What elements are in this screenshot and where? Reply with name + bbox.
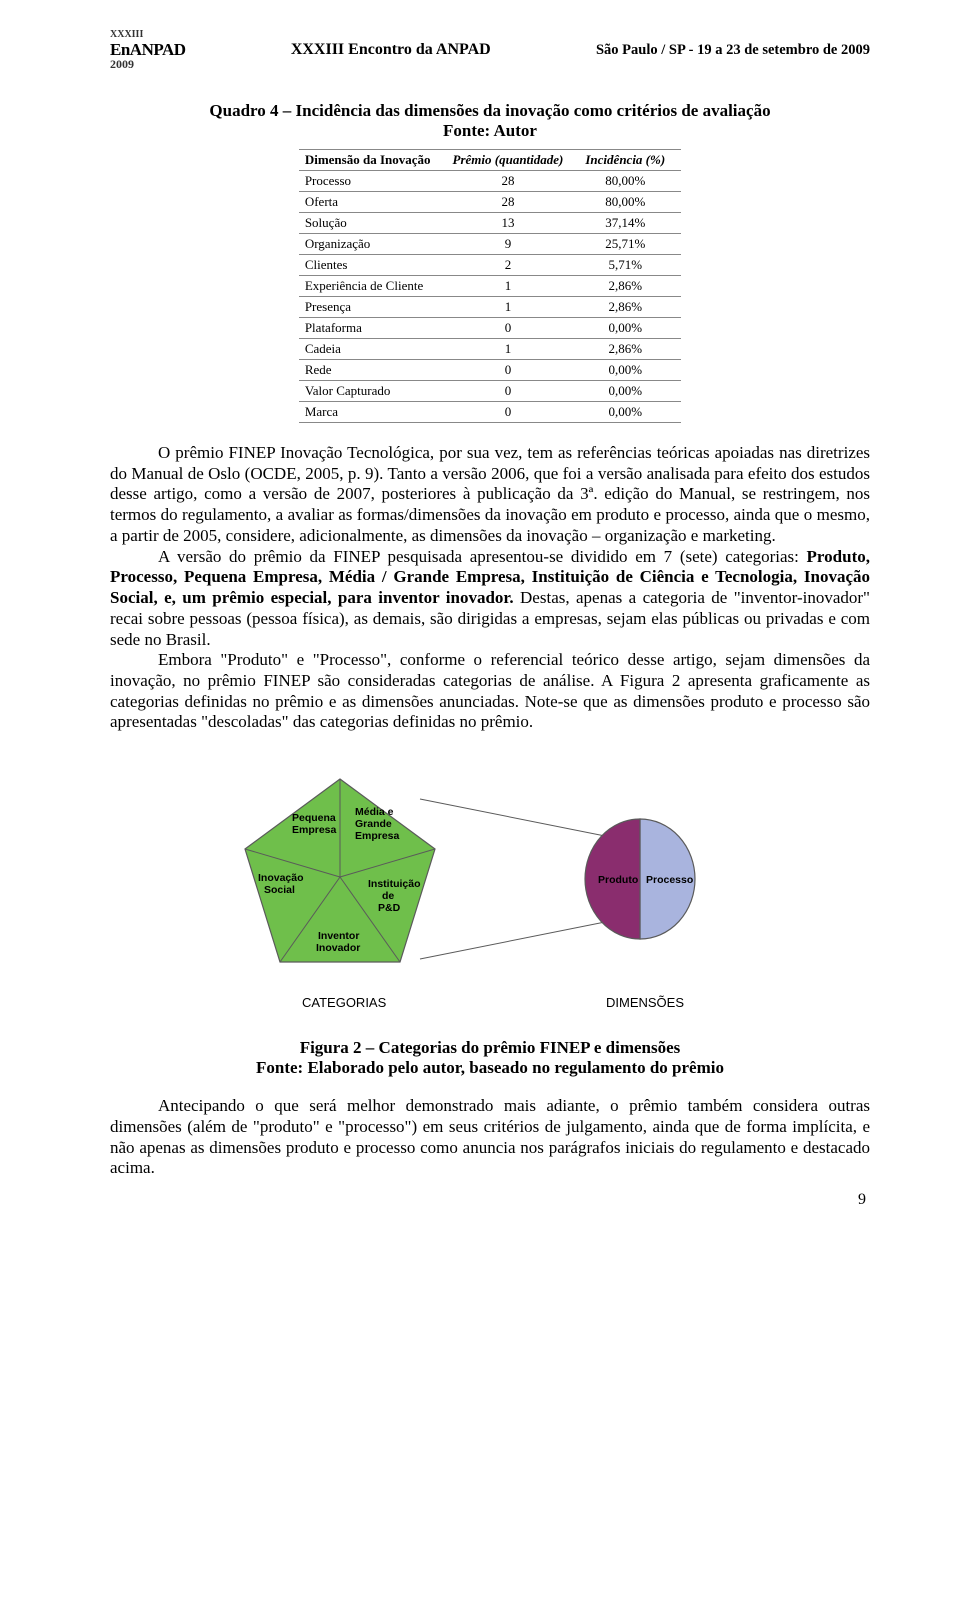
table-row: Clientes25,71% — [299, 254, 681, 275]
table-row: Plataforma00,00% — [299, 317, 681, 338]
table-row: Marca00,00% — [299, 401, 681, 422]
figure-source: Fonte: Elaborado pelo autor, baseado no … — [110, 1058, 870, 1078]
label-categorias: CATEGORIAS — [302, 995, 387, 1010]
table-row: Experiência de Cliente12,86% — [299, 275, 681, 296]
table-row: Oferta2880,00% — [299, 191, 681, 212]
cone-line-bottom — [420, 921, 610, 959]
table-header-row: Dimensão da Inovação Prêmio (quantidade)… — [299, 149, 681, 170]
table-row: Cadeia12,86% — [299, 338, 681, 359]
figure-svg: PequenaEmpresa Média eGrandeEmpresa Inst… — [210, 759, 770, 1019]
page-header: XXXIII EnANPAD 2009 XXXIII Encontro da A… — [110, 30, 870, 71]
header-title: XXXIII Encontro da ANPAD — [186, 41, 596, 59]
table-row: Solução1337,14% — [299, 212, 681, 233]
header-location-date: São Paulo / SP - 19 a 23 de setembro de … — [596, 42, 870, 59]
cone-line-top — [420, 799, 610, 837]
label-produto: Produto — [598, 874, 638, 886]
figure-caption: Figura 2 – Categorias do prêmio FINEP e … — [110, 1038, 870, 1058]
table-row: Organização925,71% — [299, 233, 681, 254]
paragraph-2: A versão do prêmio da FINEP pesquisada a… — [110, 547, 870, 651]
col-dimension: Dimensão da Inovação — [299, 149, 447, 170]
incidence-table: Dimensão da Inovação Prêmio (quantidade)… — [299, 149, 681, 423]
conference-logo: XXXIII EnANPAD 2009 — [110, 30, 186, 71]
page-number: 9 — [110, 1191, 870, 1209]
label-inventor: InventorInovador — [316, 930, 360, 954]
table-row: Rede00,00% — [299, 359, 681, 380]
col-incidencia: Incidência (%) — [579, 149, 681, 170]
table-title: Quadro 4 – Incidência das dimensões da i… — [110, 101, 870, 121]
label-dimensoes: DIMENSÕES — [606, 995, 684, 1010]
label-processo: Processo — [646, 874, 693, 886]
logo-line3: 2009 — [110, 58, 186, 71]
paragraph-4: Antecipando o que será melhor demonstrad… — [110, 1096, 870, 1179]
paragraph-1: O prêmio FINEP Inovação Tecnológica, por… — [110, 443, 870, 547]
table-row: Processo2880,00% — [299, 170, 681, 191]
figure-2: PequenaEmpresa Média eGrandeEmpresa Inst… — [210, 759, 770, 1024]
logo-line2: EnANPAD — [110, 41, 186, 59]
page: XXXIII EnANPAD 2009 XXXIII Encontro da A… — [0, 0, 960, 1249]
table-row: Presença12,86% — [299, 296, 681, 317]
col-premio: Prêmio (quantidade) — [447, 149, 580, 170]
paragraph-3: Embora "Produto" e "Processo", conforme … — [110, 650, 870, 733]
table-source: Fonte: Autor — [110, 121, 870, 141]
logo-line1: XXXIII — [110, 30, 186, 41]
label-pequena-empresa: PequenaEmpresa — [292, 812, 337, 836]
table-row: Valor Capturado00,00% — [299, 380, 681, 401]
